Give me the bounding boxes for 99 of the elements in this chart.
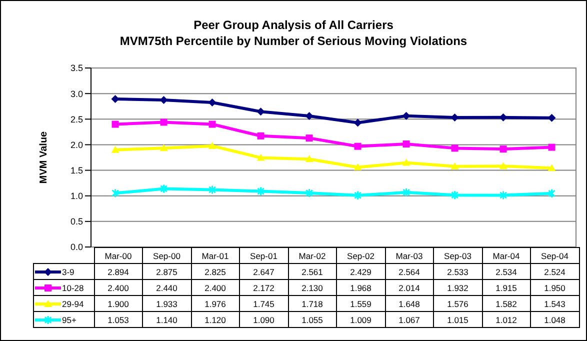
chart-title: Peer Group Analysis of All Carriers <box>192 17 394 33</box>
x-tick-label: Mar-01 <box>191 248 240 264</box>
data-label: 2.561 <box>288 264 336 280</box>
data-label: 2.400 <box>191 280 240 296</box>
point <box>111 146 120 153</box>
data-label: 1.933 <box>142 296 191 312</box>
data-label: 2.429 <box>336 264 385 280</box>
data-label: 1.012 <box>482 312 530 328</box>
x-tick-label: Sep-04 <box>530 248 579 264</box>
point <box>548 188 556 198</box>
data-label: 1.648 <box>385 296 434 312</box>
data-label: 2.014 <box>385 280 434 296</box>
point <box>402 188 410 198</box>
legend-label: 29-94 <box>62 298 84 308</box>
point <box>500 190 507 200</box>
data-label: 1.055 <box>288 312 336 328</box>
data-label: 1.053 <box>94 312 142 328</box>
data-label: 1.120 <box>191 312 240 328</box>
data-label: 2.130 <box>288 280 336 296</box>
point <box>257 186 264 196</box>
point <box>450 162 459 170</box>
x-tick-label: Sep-03 <box>434 248 482 264</box>
point <box>112 120 119 128</box>
y-tick-label: 1.0 <box>70 191 83 202</box>
y-tick-label: 3.0 <box>70 88 83 99</box>
y-axis-title: MVM Value <box>38 130 50 184</box>
legend-label: 95+ <box>62 314 76 324</box>
x-tick-label: Sep-02 <box>336 248 385 264</box>
y-tick-label: 0.0 <box>70 242 83 252</box>
data-label: 2.894 <box>94 264 142 280</box>
data-label: 2.564 <box>385 264 434 280</box>
point <box>160 118 168 126</box>
data-label: 2.647 <box>240 264 288 280</box>
data-label: 1.900 <box>94 296 142 312</box>
legend-label: 3-9 <box>62 266 74 276</box>
y-tick-label: 2.0 <box>70 140 83 150</box>
chart-subtitle: MVM75th Percentile by Number of Serious Moving Violations <box>118 33 468 49</box>
data-label: 1.718 <box>288 296 336 312</box>
point <box>451 144 458 152</box>
data-label: 1.140 <box>142 312 191 328</box>
data-label: 2.524 <box>530 264 579 280</box>
data-label: 1.576 <box>434 296 482 312</box>
point <box>548 144 556 151</box>
x-tick-label: Mar-02 <box>288 248 336 264</box>
point <box>256 154 265 161</box>
data-label: 2.825 <box>191 264 240 280</box>
point <box>548 164 556 172</box>
point <box>500 146 507 153</box>
data-label: 1.559 <box>336 296 385 312</box>
data-label: 1.968 <box>336 280 385 296</box>
x-tick-label: Sep-01 <box>240 248 288 264</box>
point <box>306 134 313 142</box>
data-label: 1.950 <box>530 280 579 296</box>
data-label: 2.440 <box>142 280 191 296</box>
data-label: 1.915 <box>482 280 530 296</box>
point <box>305 112 314 120</box>
y-tick-label: 2.5 <box>70 114 83 124</box>
data-label: 1.015 <box>434 312 482 328</box>
point <box>305 155 314 162</box>
y-tick-label: 3.5 <box>70 63 83 74</box>
point <box>402 158 410 166</box>
point <box>256 108 265 116</box>
point <box>160 144 168 152</box>
point <box>451 190 458 200</box>
legend-label: 10-28 <box>62 282 84 292</box>
data-label: 2.533 <box>434 264 482 280</box>
data-label: 1.009 <box>336 312 385 328</box>
point <box>208 184 216 194</box>
point <box>306 188 313 198</box>
data-label: 2.172 <box>240 280 288 296</box>
point <box>208 120 216 128</box>
point <box>208 142 216 149</box>
data-label: 1.543 <box>530 296 579 312</box>
x-tick-label: Mar-00 <box>94 248 142 264</box>
point <box>257 132 264 140</box>
point <box>354 190 362 200</box>
point <box>354 163 362 170</box>
y-tick-label: 0.5 <box>70 216 83 227</box>
point <box>354 142 362 150</box>
data-label: 1.090 <box>240 312 288 328</box>
data-label: 1.745 <box>240 296 288 312</box>
point <box>402 140 410 148</box>
data-label: 2.534 <box>482 264 530 280</box>
data-label: 1.976 <box>191 296 240 312</box>
data-label: 1.067 <box>385 312 434 328</box>
point <box>112 188 119 198</box>
data-label: 1.048 <box>530 312 579 328</box>
x-tick-label: Mar-04 <box>482 248 530 264</box>
data-label: 2.400 <box>94 280 142 296</box>
point <box>499 162 508 170</box>
y-tick-label: 1.5 <box>70 165 83 176</box>
data-label: 1.582 <box>482 296 530 312</box>
x-tick-label: Mar-03 <box>385 248 434 264</box>
x-tick-label: Sep-00 <box>142 248 191 264</box>
point <box>208 98 216 107</box>
data-label: 2.875 <box>142 264 191 280</box>
point <box>160 184 168 194</box>
data-label: 1.932 <box>434 280 482 296</box>
point <box>354 118 362 127</box>
